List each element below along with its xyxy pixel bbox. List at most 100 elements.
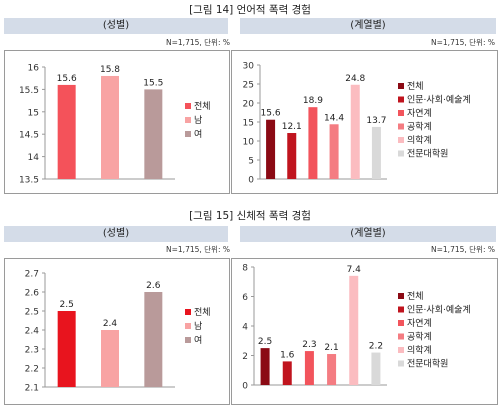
legend-label: 인문·사회·예술계 <box>407 94 471 106</box>
y-tick-label: 5 <box>248 157 254 167</box>
figure-15-right-note: N=1,715, 단위: % <box>431 245 495 254</box>
data-label: 24.8 <box>345 74 365 84</box>
bar-3 <box>304 351 314 385</box>
y-tick-label: 2.1 <box>25 384 39 394</box>
legend-swatch <box>185 117 191 123</box>
data-label: 14.4 <box>324 113 344 123</box>
bar-5 <box>350 84 360 179</box>
figure-15-title: [그림 15] 신체적 폭력 경험 <box>189 210 311 222</box>
y-tick-label: 14.5 <box>19 131 39 141</box>
chart-panel-15-field: 0 2 4 6 8 2.5 1.6 2.3 2.1 7.4 2.2 전체 인문·사회·예술계 자연계 공학계… <box>231 258 498 405</box>
bar-5 <box>349 275 359 385</box>
y-tick-label: 14 <box>28 153 40 163</box>
bar-3 <box>144 292 163 387</box>
figure-15-right-header: (계열별) <box>240 226 496 242</box>
legend-label: 공학계 <box>407 331 432 343</box>
legend-swatch <box>398 110 404 116</box>
data-label: 18.9 <box>303 96 323 106</box>
y-tick-label: 15 <box>28 108 39 118</box>
data-label: 2.5 <box>258 337 272 347</box>
y-tick-label: 2.5 <box>25 308 39 318</box>
y-tick-label: 30 <box>243 62 255 72</box>
legend-label: 전체 <box>194 307 211 318</box>
figure-14-left-header: (성별) <box>4 18 228 34</box>
y-tick-label: 8 <box>242 264 248 274</box>
legend-label: 인문·사회·예술계 <box>407 304 471 316</box>
chart-panel-15-gender: 2.1 2.2 2.3 2.4 2.5 2.6 2.7 2.5 2.4 2.6 전체 남 여 <box>4 258 230 405</box>
legend-swatch <box>398 347 404 353</box>
legend-swatch <box>185 337 191 343</box>
legend-swatch <box>185 103 191 109</box>
chart-15-field: 0 2 4 6 8 2.5 1.6 2.3 2.1 7.4 2.2 전체인문·사회·예술계자연계공학계… <box>242 264 471 392</box>
data-label: 12.1 <box>282 122 302 132</box>
legend-swatch <box>185 323 191 329</box>
bar-2 <box>101 330 119 387</box>
figure-15-left-note: N=1,715, 단위: % <box>166 245 230 254</box>
data-label: 7.4 <box>347 265 362 275</box>
figure-14-right-header: (계열별) <box>240 18 496 34</box>
legend-swatch <box>185 131 191 137</box>
legend-swatch <box>398 123 404 130</box>
data-label: 15.5 <box>143 78 163 88</box>
bar-2 <box>101 75 119 179</box>
legend-swatch <box>398 96 404 103</box>
y-tick-label: 4 <box>242 323 248 333</box>
legend-label: 남 <box>194 115 202 126</box>
data-label: 2.3 <box>302 340 316 350</box>
legend-label: 여 <box>194 334 202 346</box>
y-tick-label: 15.5 <box>19 86 39 96</box>
y-tick-label: 15 <box>243 119 254 129</box>
bar-2 <box>282 361 292 385</box>
bar-1 <box>57 84 76 179</box>
y-tick-label: 2.6 <box>25 289 40 299</box>
bar-3 <box>144 89 163 179</box>
chart-14-field: 0 5 10 15 20 25 30 15.612.1 18.914.4 24.8 13.7 전체인문… <box>243 62 471 186</box>
legend-label: 전문대학원 <box>407 359 448 370</box>
bar-6 <box>371 126 381 179</box>
legend-label: 전체 <box>407 81 424 92</box>
legend-label: 자연계 <box>407 317 432 329</box>
y-tick-label: 16 <box>28 64 40 74</box>
legend-swatch <box>185 309 191 315</box>
y-tick-label: 0 <box>242 382 248 392</box>
chart-panel-14-field: 0 5 10 15 20 25 30 15.6 12.1 18.9 14.4 24.8 13.7 전체 인문… <box>231 50 498 194</box>
legend-swatch <box>398 320 404 326</box>
y-tick-label: 13.5 <box>19 176 39 186</box>
bar-3 <box>308 107 318 179</box>
y-tick-label: 20 <box>243 100 255 110</box>
bar-1 <box>57 311 76 387</box>
legend-swatch <box>398 306 404 313</box>
figure-14-title: [그림 14] 언어적 폭력 경험 <box>189 4 311 16</box>
data-label: 2.6 <box>146 281 161 291</box>
legend-swatch <box>398 137 404 143</box>
bar-6 <box>371 352 381 385</box>
data-label: 15.6 <box>261 109 281 119</box>
legend-label: 전문대학원 <box>407 149 448 160</box>
data-label: 1.6 <box>280 350 295 360</box>
legend-label: 남 <box>194 321 202 332</box>
legend-label: 자연계 <box>407 107 432 119</box>
bar-4 <box>327 354 337 385</box>
data-label: 2.1 <box>324 343 338 353</box>
data-label: 2.4 <box>103 319 118 329</box>
y-tick-label: 25 <box>243 81 254 91</box>
y-tick-label: 2 <box>242 352 248 362</box>
y-tick-label: 2.4 <box>25 327 40 337</box>
figure-15-left-header: (성별) <box>4 226 228 242</box>
bar-1 <box>266 119 276 179</box>
figure-14-right-note: N=1,715, 단위: % <box>431 38 495 47</box>
y-tick-label: 6 <box>242 293 248 303</box>
legend-swatch <box>398 333 404 340</box>
bar-4 <box>329 124 339 179</box>
y-tick-label: 10 <box>243 138 255 148</box>
data-label: 15.8 <box>100 65 120 75</box>
legend-label: 전체 <box>407 291 424 302</box>
data-label: 15.6 <box>57 74 77 84</box>
legend-label: 여 <box>194 128 202 140</box>
chart-panel-14-gender: 13.5 14 14.5 15 15.5 16 15.6 15.8 15.5 전체 남 여 <box>4 50 230 194</box>
y-tick-label: 2.3 <box>25 346 39 356</box>
y-tick-label: 0 <box>248 176 254 186</box>
bar-2 <box>287 133 297 179</box>
